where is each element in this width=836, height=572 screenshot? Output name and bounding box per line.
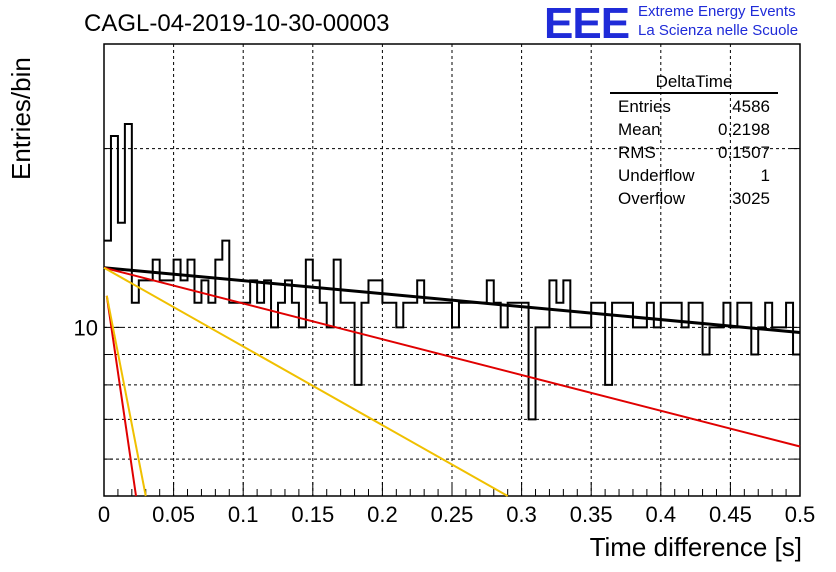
x-tick-label: 0.3 xyxy=(506,502,537,527)
y-tick-label: 10 xyxy=(74,315,98,340)
fit-curve-1 xyxy=(103,266,801,448)
stats-label: RMS xyxy=(618,143,656,162)
x-tick-label: 0.2 xyxy=(367,502,398,527)
histogram-steps xyxy=(104,122,800,421)
stats-value: 3025 xyxy=(732,189,770,208)
fit-curve-3 xyxy=(105,295,138,497)
fit-curve-0 xyxy=(103,266,801,335)
stats-value: 0.1507 xyxy=(718,143,770,162)
x-tick-label: 0.25 xyxy=(431,502,474,527)
x-tick-label: 0.45 xyxy=(709,502,752,527)
fit-curve-2 xyxy=(103,266,509,497)
x-tick-label: 0.15 xyxy=(291,502,334,527)
x-tick-label: 0.1 xyxy=(228,502,259,527)
stats-label: Underflow xyxy=(618,166,695,185)
fit-curve-4 xyxy=(105,295,147,497)
plot-title: CAGL-04-2019-10-30-00003 xyxy=(84,10,390,37)
stats-value: 0.2198 xyxy=(718,120,770,139)
stats-label: Entries xyxy=(618,97,671,116)
y-axis-label: Entries/bin xyxy=(6,57,36,180)
stats-row-entries: Entries 4586 xyxy=(610,95,778,118)
stats-value: 4586 xyxy=(732,97,770,116)
x-axis-label: Time difference [s] xyxy=(589,532,802,562)
logo-line1: Extreme Energy Events xyxy=(638,3,796,20)
x-tick-label: 0.4 xyxy=(646,502,677,527)
x-tick-label: 0.5 xyxy=(785,502,816,527)
stats-label: Overflow xyxy=(618,189,686,208)
eee-logo: EEE xyxy=(544,0,630,48)
stats-row-overflow: Overflow 3025 xyxy=(610,187,778,210)
stats-row-mean: Mean 0.2198 xyxy=(610,118,778,141)
x-tick-label: 0 xyxy=(98,502,110,527)
stats-row-rms: RMS 0.1507 xyxy=(610,141,778,164)
stats-name: DeltaTime xyxy=(610,72,778,94)
stats-label: Mean xyxy=(618,120,661,139)
logo-line2: La Scienza nelle Scuole xyxy=(638,22,799,39)
stats-row-underflow: Underflow 1 xyxy=(610,164,778,187)
stats-box: DeltaTime Entries 4586 Mean 0.2198 RMS 0… xyxy=(610,72,778,210)
stats-value: 1 xyxy=(760,166,770,185)
x-tick-label: 0.05 xyxy=(152,502,195,527)
x-tick-label: 0.35 xyxy=(570,502,613,527)
